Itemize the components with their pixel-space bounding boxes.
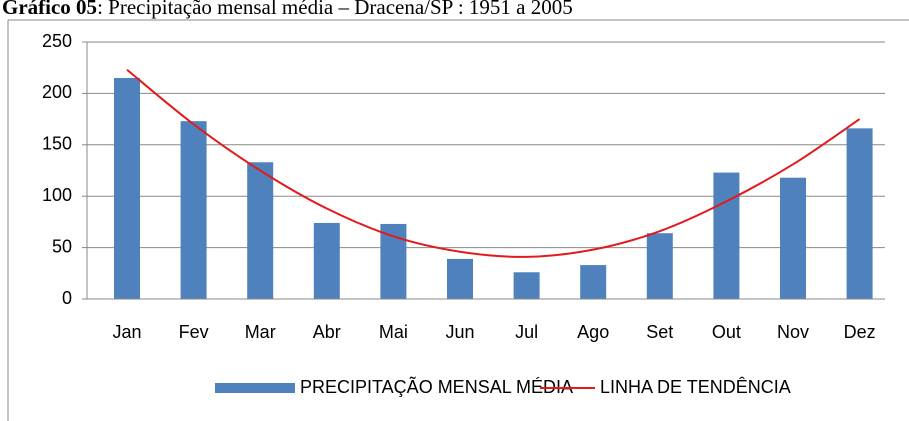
bar <box>580 265 607 299</box>
legend-swatch <box>215 383 295 393</box>
x-tick-label: Out <box>712 322 741 342</box>
title-prefix: Gráfico 05 <box>2 0 97 19</box>
bar <box>313 222 340 299</box>
y-tick-label: 50 <box>52 236 72 256</box>
x-tick-label: Jul <box>515 322 538 342</box>
x-tick-label: Ago <box>577 322 609 342</box>
bar <box>513 272 540 299</box>
chart-title: Gráfico 05: Precipitação mensal média – … <box>2 0 573 19</box>
bar <box>180 121 207 299</box>
legend-label: PRECIPITAÇÃO MENSAL MÉDIA <box>300 376 573 397</box>
y-tick-label: 150 <box>42 134 72 154</box>
x-tick-label: Jan <box>112 322 141 342</box>
y-tick-label: 200 <box>42 82 72 102</box>
x-tick-label: Abr <box>313 322 341 342</box>
y-tick-label: 0 <box>62 288 72 308</box>
y-tick-label: 250 <box>42 31 72 51</box>
x-tick-label: Mar <box>245 322 276 342</box>
legend-label: LINHA DE TENDÊNCIA <box>600 377 791 397</box>
x-tick-label: Mai <box>379 322 408 342</box>
bar <box>646 233 673 299</box>
x-tick-label: Dez <box>844 322 876 342</box>
x-tick-label: Fev <box>179 322 209 342</box>
x-tick-label: Nov <box>777 322 809 342</box>
bar <box>247 162 274 299</box>
bar <box>114 77 140 299</box>
bar <box>780 177 806 299</box>
trend-line <box>126 68 861 258</box>
bar <box>713 172 740 299</box>
x-tick-label: Set <box>646 322 673 342</box>
x-tick-label: Jun <box>445 322 474 342</box>
title-text: : Precipitação mensal média – Dracena/SP… <box>97 0 573 19</box>
bar <box>447 258 473 299</box>
y-tick-label: 100 <box>42 185 72 205</box>
bar <box>846 128 873 299</box>
bar <box>380 223 407 299</box>
